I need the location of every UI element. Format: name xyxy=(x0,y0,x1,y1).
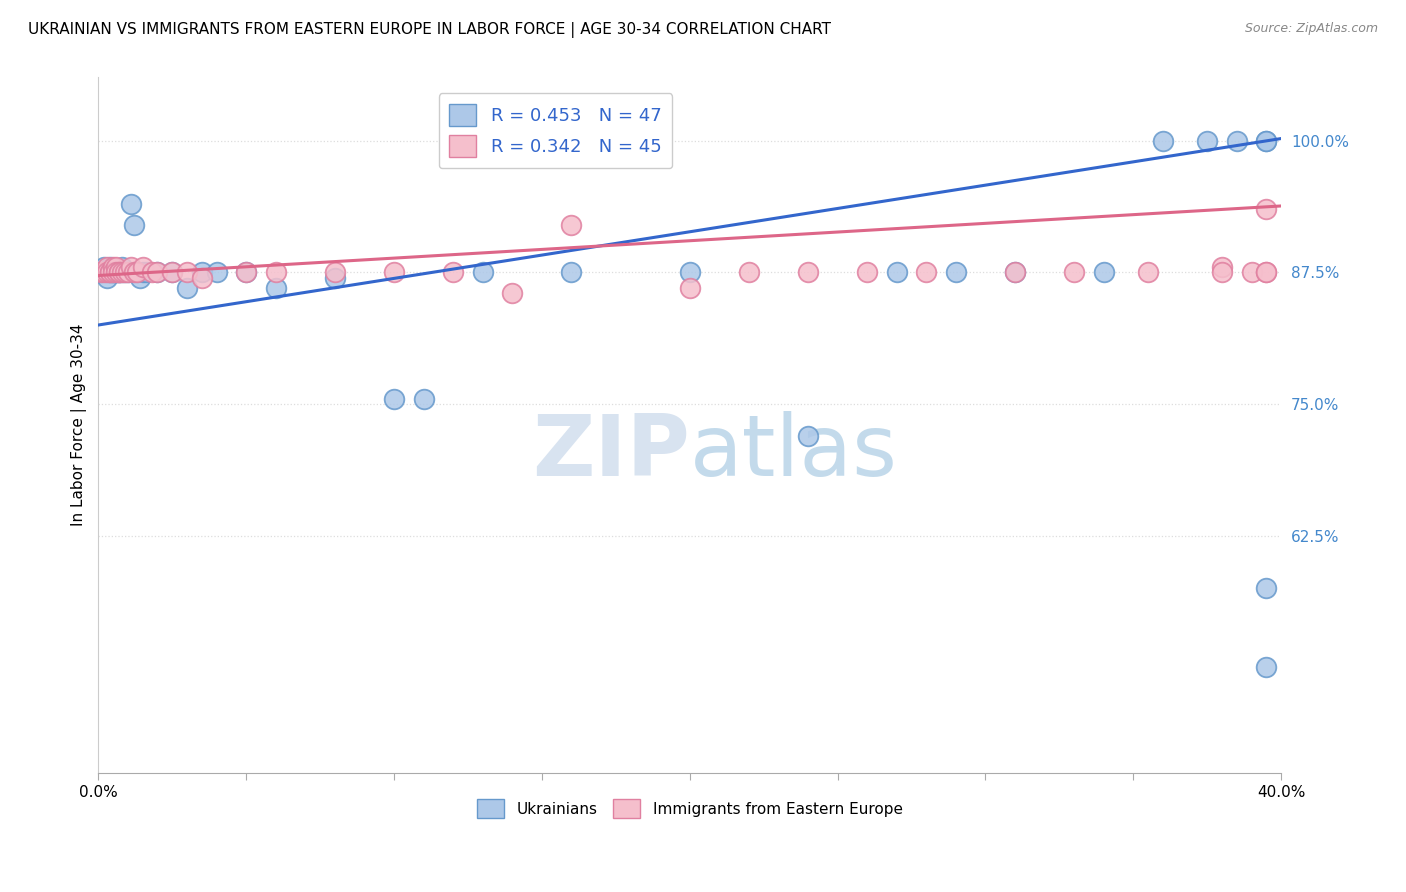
Point xyxy=(1152,134,1174,148)
Point xyxy=(101,265,124,279)
Point xyxy=(382,265,405,279)
Point xyxy=(125,265,148,279)
Point xyxy=(111,265,134,279)
Text: ZIP: ZIP xyxy=(531,411,690,494)
Point xyxy=(323,265,346,279)
Point xyxy=(98,265,121,279)
Point xyxy=(797,265,820,279)
Point xyxy=(560,218,582,232)
Point xyxy=(101,265,124,279)
Point xyxy=(915,265,938,279)
Point xyxy=(1197,134,1219,148)
Point xyxy=(1256,134,1278,148)
Point xyxy=(120,197,142,211)
Point xyxy=(679,281,702,295)
Text: Source: ZipAtlas.com: Source: ZipAtlas.com xyxy=(1244,22,1378,36)
Point xyxy=(560,265,582,279)
Point xyxy=(1256,265,1278,279)
Point xyxy=(131,260,153,274)
Point xyxy=(176,265,198,279)
Point xyxy=(501,286,523,301)
Point xyxy=(679,265,702,279)
Point xyxy=(114,265,136,279)
Point xyxy=(98,265,121,279)
Point xyxy=(117,265,139,279)
Point xyxy=(105,260,128,274)
Point xyxy=(108,265,131,279)
Point xyxy=(122,265,145,279)
Point xyxy=(1256,134,1278,148)
Text: atlas: atlas xyxy=(690,411,897,494)
Point xyxy=(945,265,967,279)
Point xyxy=(146,265,169,279)
Point xyxy=(96,265,118,279)
Point xyxy=(120,260,142,274)
Point xyxy=(117,265,139,279)
Point xyxy=(797,428,820,442)
Point xyxy=(382,392,405,406)
Point xyxy=(1256,660,1278,674)
Point xyxy=(93,260,115,274)
Point xyxy=(1004,265,1026,279)
Point xyxy=(93,265,115,279)
Point xyxy=(114,265,136,279)
Point xyxy=(412,392,434,406)
Legend: Ukrainians, Immigrants from Eastern Europe: Ukrainians, Immigrants from Eastern Euro… xyxy=(471,793,908,824)
Point xyxy=(128,270,150,285)
Y-axis label: In Labor Force | Age 30-34: In Labor Force | Age 30-34 xyxy=(72,324,87,526)
Point xyxy=(1226,134,1249,148)
Point xyxy=(96,260,118,274)
Point xyxy=(191,265,214,279)
Point xyxy=(96,265,118,279)
Point xyxy=(101,265,124,279)
Point xyxy=(235,265,257,279)
Point xyxy=(105,265,128,279)
Point xyxy=(1092,265,1115,279)
Point xyxy=(111,265,134,279)
Point xyxy=(90,265,112,279)
Point xyxy=(1137,265,1160,279)
Point xyxy=(105,265,128,279)
Point xyxy=(886,265,908,279)
Point xyxy=(131,265,153,279)
Point xyxy=(441,265,464,279)
Point xyxy=(162,265,184,279)
Point xyxy=(1004,265,1026,279)
Text: UKRAINIAN VS IMMIGRANTS FROM EASTERN EUROPE IN LABOR FORCE | AGE 30-34 CORRELATI: UKRAINIAN VS IMMIGRANTS FROM EASTERN EUR… xyxy=(28,22,831,38)
Point xyxy=(235,265,257,279)
Point xyxy=(108,265,131,279)
Point xyxy=(176,281,198,295)
Point xyxy=(98,260,121,274)
Point xyxy=(141,265,163,279)
Point xyxy=(162,265,184,279)
Point xyxy=(205,265,228,279)
Point xyxy=(1256,202,1278,216)
Point xyxy=(101,260,124,274)
Point xyxy=(108,265,131,279)
Point xyxy=(1256,265,1278,279)
Point xyxy=(323,270,346,285)
Point xyxy=(1211,265,1233,279)
Point xyxy=(738,265,761,279)
Point xyxy=(1240,265,1263,279)
Point xyxy=(471,265,494,279)
Point xyxy=(108,265,131,279)
Point xyxy=(1256,582,1278,596)
Point xyxy=(111,260,134,274)
Point xyxy=(105,265,128,279)
Point xyxy=(264,265,287,279)
Point xyxy=(856,265,879,279)
Point xyxy=(191,270,214,285)
Point xyxy=(264,281,287,295)
Point xyxy=(96,270,118,285)
Point xyxy=(146,265,169,279)
Point xyxy=(135,265,157,279)
Point xyxy=(1211,260,1233,274)
Point xyxy=(122,218,145,232)
Point xyxy=(98,265,121,279)
Point xyxy=(125,265,148,279)
Point xyxy=(90,265,112,279)
Point xyxy=(1063,265,1085,279)
